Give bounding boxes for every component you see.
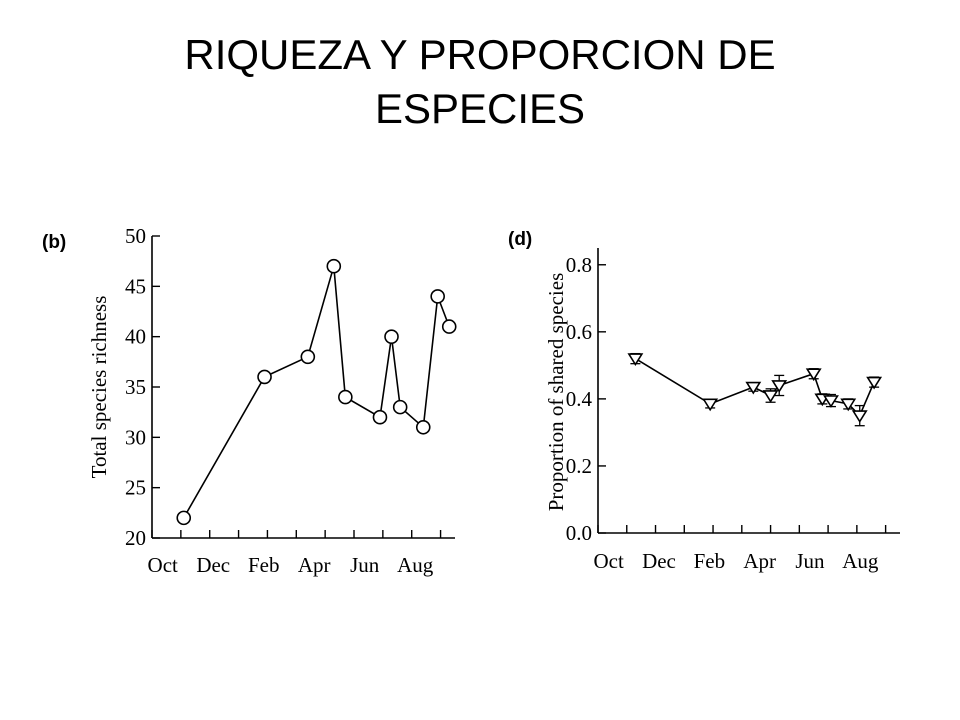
data-point [866, 376, 883, 390]
x-tick-label: Aug [397, 553, 434, 577]
x-tick-label: Apr [298, 553, 331, 577]
y-tick-label: 40 [125, 325, 146, 349]
data-point [300, 349, 316, 365]
slide-title-line-1: RIQUEZA Y PROPORCION DE [184, 31, 776, 78]
y-tick-label: 0.2 [566, 454, 592, 478]
data-point [745, 381, 762, 395]
data-point [851, 410, 868, 424]
series-line [183, 265, 450, 519]
data-point [823, 395, 839, 408]
y-tick-label: 0.0 [566, 521, 592, 545]
x-tick-label: Aug [842, 549, 879, 573]
y-tick-label: 20 [125, 526, 146, 550]
data-point [441, 319, 457, 334]
panel-label: (b) [42, 232, 66, 253]
data-point [326, 258, 342, 274]
data-point [415, 419, 431, 435]
y-axis-title: Total species richness [87, 296, 111, 479]
data-point [762, 390, 779, 403]
y-axis-title: Proportion of shared species [544, 273, 568, 512]
slide-title-line-2: ESPECIES [374, 85, 586, 132]
x-tick-label: Oct [593, 549, 623, 573]
x-tick-label: Feb [694, 549, 726, 573]
y-tick-label: 50 [125, 224, 146, 248]
data-point [384, 329, 399, 344]
y-tick-label: 45 [125, 274, 146, 298]
data-point [805, 368, 822, 382]
slide-title: RIQUEZA Y PROPORCION DE ESPECIES [60, 28, 900, 136]
x-tick-label: Feb [248, 553, 280, 577]
data-point [702, 398, 719, 412]
data-point [627, 353, 644, 367]
data-point [430, 289, 445, 304]
data-point [771, 380, 788, 393]
data-point [840, 398, 857, 412]
x-tick-label: Apr [743, 549, 776, 573]
x-tick-label: Jun [350, 553, 380, 577]
y-tick-label: 0.8 [566, 253, 592, 277]
chart-panel-d: (d) 0.0 0.2 0.4 0.6 0.8 Oct Dec Feb Apr Jun Aug Prop… [508, 229, 900, 573]
chart-panel-b: (b) 20 25 30 35 40 45 50 Oct Dec Feb Apr Jun Aug Total… [42, 224, 457, 577]
data-point [338, 389, 353, 405]
x-tick-label: Oct [148, 553, 178, 577]
y-tick-label: 30 [125, 425, 146, 449]
x-tick-label: Dec [196, 553, 230, 577]
data-point [257, 369, 272, 385]
y-tick-label: 25 [125, 476, 146, 500]
data-point [372, 409, 388, 425]
y-tick-label: 35 [125, 375, 146, 399]
x-tick-label: Jun [795, 549, 825, 573]
panel-label: (d) [508, 229, 532, 250]
data-point [392, 399, 408, 415]
y-tick-label: 0.6 [566, 320, 592, 344]
x-tick-label: Dec [642, 549, 676, 573]
data-point [176, 510, 192, 526]
y-tick-label: 0.4 [566, 387, 593, 411]
